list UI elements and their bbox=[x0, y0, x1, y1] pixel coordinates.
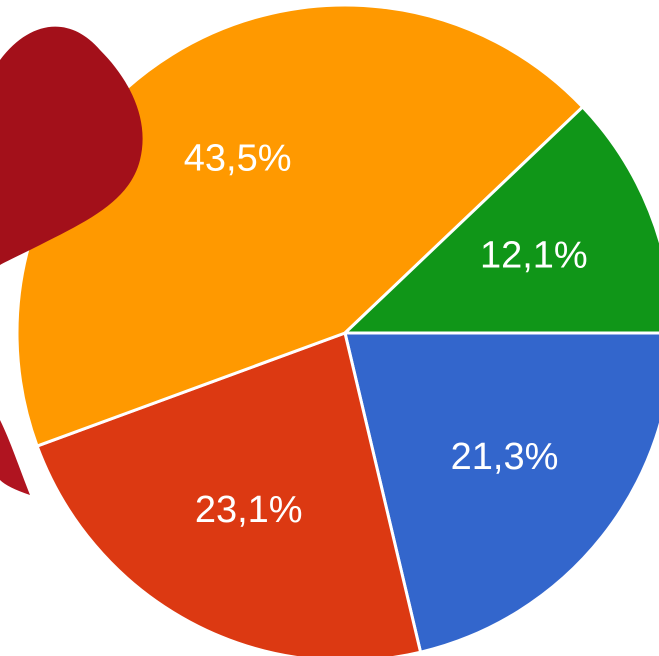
data-label: 43,5% bbox=[184, 137, 292, 179]
hand-photo bbox=[0, 420, 30, 495]
pie bbox=[15, 3, 659, 656]
data-label: 21,3% bbox=[451, 436, 559, 478]
pie-slice bbox=[15, 3, 585, 448]
pie-slice bbox=[343, 331, 659, 654]
data-label: 23,1% bbox=[195, 489, 303, 531]
pie-slice bbox=[35, 331, 423, 656]
pie-slice bbox=[341, 104, 659, 335]
data-label: 12,1% bbox=[480, 235, 588, 277]
hand-photo bbox=[0, 26, 143, 265]
